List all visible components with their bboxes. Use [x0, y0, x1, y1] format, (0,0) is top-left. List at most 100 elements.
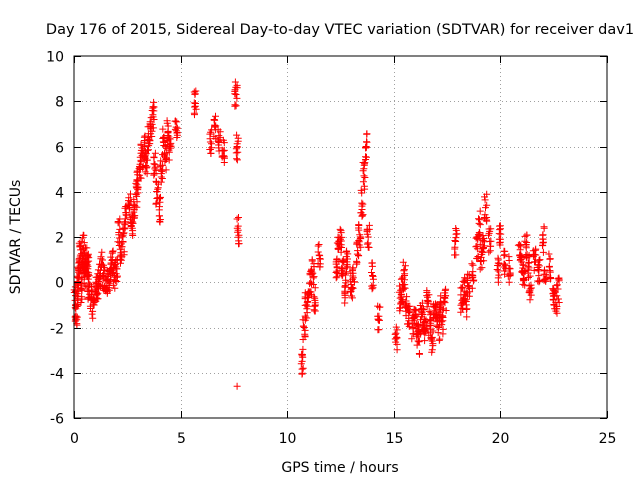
- data-point: [362, 144, 370, 152]
- data-point: [144, 146, 151, 154]
- data-point: [521, 232, 529, 240]
- data-point: [376, 303, 383, 311]
- data-point: [125, 205, 133, 213]
- data-point: [117, 259, 124, 267]
- data-point: [468, 260, 476, 268]
- y-tick-label: 10: [46, 50, 64, 66]
- data-point: [529, 252, 537, 260]
- y-axis-label: SDTVAR / TECUs: [8, 180, 24, 295]
- data-point: [554, 295, 562, 303]
- data-point: [496, 238, 504, 246]
- data-point: [314, 242, 322, 250]
- data-point: [413, 320, 421, 328]
- data-point: [487, 237, 495, 245]
- data-point: [399, 258, 407, 266]
- data-point: [233, 215, 241, 223]
- data-point: [152, 200, 160, 208]
- data-point: [233, 156, 241, 164]
- x-tick-label: 10: [279, 431, 297, 447]
- data-point: [311, 284, 319, 292]
- data-point: [494, 267, 502, 275]
- data-point: [411, 311, 419, 318]
- data-point: [112, 260, 120, 268]
- data-point: [233, 155, 241, 163]
- data-point: [165, 146, 173, 154]
- data-point: [396, 307, 404, 315]
- data-point: [220, 139, 228, 147]
- data-point: [358, 212, 366, 220]
- data-point: [505, 278, 513, 286]
- data-point: [479, 248, 487, 256]
- data-point: [231, 101, 239, 109]
- data-point: [86, 281, 94, 289]
- y-tick-label: -4: [50, 367, 64, 383]
- data-point: [150, 154, 158, 162]
- data-point: [421, 337, 429, 345]
- data-point: [97, 253, 105, 261]
- data-point: [441, 294, 449, 302]
- data-point: [542, 270, 550, 278]
- y-tick-label: 2: [55, 231, 64, 247]
- data-point: [73, 313, 81, 321]
- data-point: [475, 215, 482, 223]
- data-point: [134, 183, 142, 191]
- data-point: [374, 302, 382, 310]
- data-point: [143, 156, 151, 164]
- data-point: [457, 284, 465, 292]
- x-tick-label: 15: [386, 431, 404, 447]
- data-point: [192, 87, 200, 95]
- data-point: [535, 272, 543, 280]
- data-point: [483, 190, 491, 198]
- data-point: [405, 322, 413, 330]
- data-point: [85, 272, 93, 280]
- data-point: [494, 254, 502, 262]
- data-point: [150, 160, 158, 168]
- data-point: [554, 285, 562, 293]
- data-point: [214, 126, 222, 134]
- data-point: [214, 137, 222, 145]
- x-tick-label: 0: [70, 431, 79, 447]
- data-point: [353, 250, 361, 258]
- data-point: [233, 94, 241, 102]
- data-point: [83, 261, 91, 269]
- data-point: [141, 168, 149, 176]
- data-point: [363, 225, 371, 233]
- data-point: [526, 296, 534, 304]
- data-point: [84, 275, 92, 283]
- data-point: [218, 152, 226, 160]
- data-point: [452, 251, 460, 259]
- data-point: [464, 270, 472, 278]
- data-point: [172, 117, 179, 125]
- data-point: [360, 172, 368, 180]
- data-point: [157, 193, 164, 201]
- data-point: [145, 146, 152, 154]
- y-tick-label: -2: [50, 322, 64, 338]
- data-point: [476, 216, 483, 224]
- data-point: [142, 162, 150, 169]
- data-point: [416, 302, 424, 309]
- data-point: [77, 238, 85, 246]
- data-point: [337, 227, 345, 235]
- data-point: [164, 127, 172, 135]
- data-point: [463, 305, 471, 313]
- x-tick-label: 20: [492, 431, 510, 447]
- data-point: [479, 236, 487, 244]
- y-tick-label: 6: [55, 141, 64, 157]
- data-point: [401, 276, 408, 284]
- data-point: [419, 311, 427, 318]
- data-point: [348, 284, 356, 292]
- data-point: [483, 201, 491, 209]
- data-point: [403, 293, 411, 301]
- data-point: [505, 264, 513, 272]
- data-point: [545, 263, 553, 271]
- data-point: [414, 327, 422, 335]
- data-point: [469, 261, 477, 269]
- data-point: [363, 240, 371, 248]
- data-point: [336, 225, 344, 233]
- data-point: [143, 163, 151, 171]
- data-point: [392, 329, 400, 337]
- data-point: [494, 262, 502, 269]
- data-point: [480, 214, 488, 221]
- data-point: [355, 224, 362, 232]
- data-point: [506, 269, 514, 277]
